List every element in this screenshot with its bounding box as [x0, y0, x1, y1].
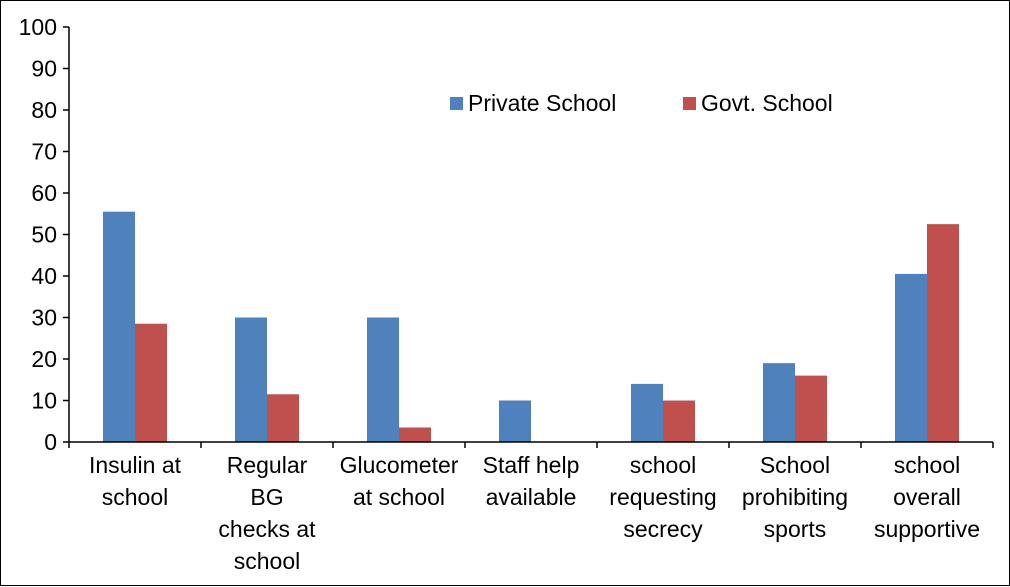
y-tick-label: 80 [31, 97, 57, 123]
category-label: school overall supportive [874, 452, 980, 542]
axes [63, 26, 994, 448]
y-tick-label: 70 [31, 139, 57, 165]
bar-govt-2 [399, 427, 431, 442]
y-axis-tick-labels: 0 10 20 30 40 50 60 70 80 90 100 [19, 14, 57, 455]
category-label: Regular BG checks at school [218, 452, 316, 574]
y-tick-label: 40 [31, 263, 57, 289]
bar-private-1 [235, 317, 267, 442]
y-tick-label: 30 [31, 305, 57, 331]
bar-govt-6 [927, 224, 959, 442]
bar-private-5 [763, 363, 795, 442]
bars [103, 211, 959, 442]
category-label: Insulin at school [89, 452, 182, 510]
y-tick-label: 10 [31, 388, 57, 414]
y-tick-label: 50 [31, 222, 57, 248]
y-tick-label: 0 [44, 429, 57, 455]
legend: Private School Govt. School [450, 90, 833, 116]
category-label: Glucometer at school [340, 452, 459, 510]
y-tick-label: 60 [31, 180, 57, 206]
category-label: school requesting secrecy [609, 452, 716, 542]
bar-govt-1 [267, 394, 299, 442]
legend-label: Private School [468, 90, 616, 116]
bar-private-0 [103, 211, 135, 442]
bar-private-3 [499, 400, 531, 442]
legend-swatch [683, 97, 696, 110]
legend-label: Govt. School [701, 90, 833, 116]
y-tick-label: 90 [31, 56, 57, 82]
bar-govt-5 [795, 375, 827, 442]
y-tick-label: 20 [31, 346, 57, 372]
bar-private-2 [367, 317, 399, 442]
category-label: Staff help available [483, 452, 580, 510]
x-axis-category-labels: Insulin at school Regular BG checks at school… [89, 452, 980, 574]
bar-govt-0 [135, 323, 167, 442]
legend-swatch [450, 97, 463, 110]
bar-private-6 [895, 273, 927, 442]
bar-private-4 [631, 383, 663, 442]
category-label: School prohibiting sports [742, 452, 848, 542]
y-tick-label: 100 [19, 14, 57, 40]
bar-govt-4 [663, 400, 695, 442]
